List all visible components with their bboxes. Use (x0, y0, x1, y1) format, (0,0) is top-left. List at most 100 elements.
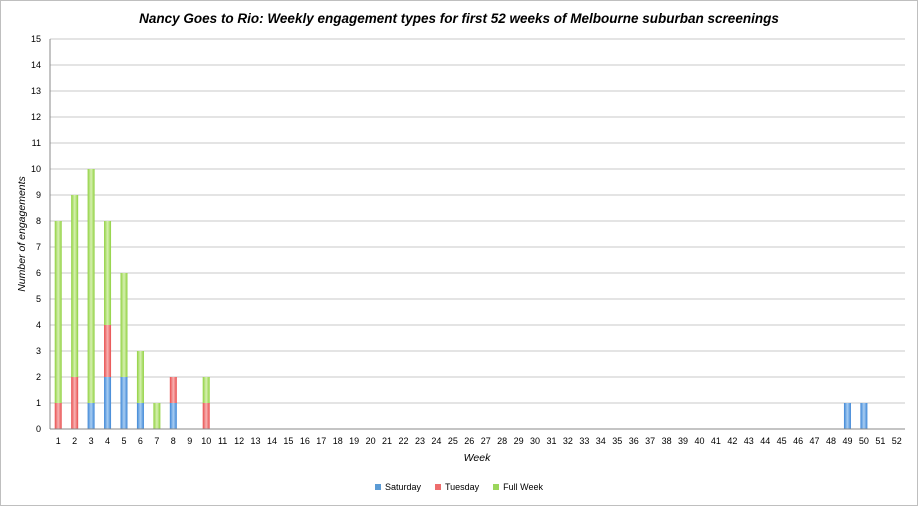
bar-full-week (54, 221, 62, 403)
x-tick-label: 34 (596, 436, 606, 446)
y-tick-label: 7 (36, 242, 41, 252)
bar-full-week (120, 273, 128, 377)
y-tick-label: 0 (36, 424, 41, 434)
x-tick-label: 5 (121, 436, 126, 446)
gridlines (50, 38, 905, 404)
x-tick-label: 8 (171, 436, 176, 446)
bar-tuesday (169, 377, 177, 403)
y-tick-label: 2 (36, 372, 41, 382)
x-tick-label: 11 (218, 436, 227, 446)
x-tick-labels: 1 2 3 4 5 6 7 8 9 10 11 12 13 14 15 16 17 18 19 20 21 22 23 24 2… (56, 436, 902, 446)
y-tick-label: 14 (31, 60, 41, 70)
bar-full-week (71, 195, 79, 377)
x-tick-label: 52 (892, 436, 902, 446)
legend-item: Saturday (374, 482, 421, 492)
x-tick-label: 20 (366, 436, 376, 446)
legend: Saturday Tuesday Full Week (0, 482, 918, 492)
bar-saturday (120, 377, 128, 429)
x-tick-label: 46 (793, 436, 803, 446)
x-tick-label: 49 (842, 436, 852, 446)
x-tick-label: 2 (72, 436, 77, 446)
legend-item: Tuesday (434, 482, 480, 492)
x-tick-label: 16 (300, 436, 310, 446)
bar-full-week (104, 221, 112, 325)
bar-saturday (104, 377, 112, 429)
y-tick-label: 9 (36, 190, 41, 200)
bar-tuesday (202, 403, 210, 429)
legend-swatch (434, 484, 441, 490)
y-tick-label: 6 (36, 268, 41, 278)
x-tick-label: 36 (629, 436, 639, 446)
x-tick-label: 12 (234, 436, 244, 446)
x-tick-label: 4 (105, 436, 110, 446)
bar-full-week (202, 377, 210, 403)
x-tick-label: 33 (579, 436, 589, 446)
x-tick-label: 41 (711, 436, 721, 446)
y-tick-label: 1 (36, 398, 41, 408)
x-axis-title: Week (464, 452, 491, 464)
x-tick-label: 22 (399, 436, 409, 446)
x-tick-label: 27 (481, 436, 491, 446)
y-tick-label: 3 (36, 346, 41, 356)
x-tick-label: 35 (612, 436, 622, 446)
x-tick-label: 26 (464, 436, 474, 446)
x-tick-label: 18 (333, 436, 343, 446)
x-tick-label: 51 (875, 436, 885, 446)
bars (54, 169, 868, 429)
x-tick-label: 47 (810, 436, 820, 446)
x-tick-label: 21 (382, 436, 392, 446)
x-tick-label: 23 (415, 436, 425, 446)
legend-swatch (374, 484, 381, 490)
bar-saturday (860, 403, 868, 429)
bar-saturday (843, 403, 851, 429)
y-tick-label: 5 (36, 294, 41, 304)
bar-tuesday (54, 403, 62, 429)
x-tick-label: 14 (267, 436, 277, 446)
x-tick-label: 17 (316, 436, 326, 446)
x-tick-label: 48 (826, 436, 836, 446)
bar-tuesday (71, 377, 79, 429)
x-tick-label: 38 (662, 436, 672, 446)
x-tick-label: 24 (431, 436, 441, 446)
legend-label: Full Week (503, 482, 544, 492)
x-tick-label: 25 (448, 436, 458, 446)
y-tick-label: 12 (31, 112, 41, 122)
y-tick-label: 4 (36, 320, 41, 330)
legend-item: Full Week (493, 482, 543, 492)
x-tick-label: 10 (201, 436, 211, 446)
x-tick-label: 19 (349, 436, 359, 446)
bar-saturday (169, 403, 177, 429)
y-axis-title: Number of engagements (16, 175, 28, 291)
x-tick-label: 9 (187, 436, 192, 446)
x-tick-label: 50 (859, 436, 869, 446)
legend-label: Saturday (384, 482, 421, 492)
bar-full-week (153, 403, 161, 429)
x-tick-label: 28 (497, 436, 507, 446)
x-tick-label: 1 (56, 436, 61, 446)
x-tick-label: 30 (530, 436, 540, 446)
bar-saturday (136, 403, 144, 429)
x-tick-label: 13 (251, 436, 261, 446)
bar-tuesday (104, 325, 112, 377)
bar-full-week (87, 169, 95, 403)
x-tick-label: 29 (514, 436, 524, 446)
legend-label: Tuesday (444, 482, 480, 492)
bar-full-week (136, 351, 144, 403)
x-tick-label: 39 (678, 436, 688, 446)
legend-swatch (493, 484, 500, 490)
y-tick-label: 13 (31, 86, 41, 96)
y-tick-label: 10 (31, 164, 41, 174)
x-tick-label: 15 (283, 436, 293, 446)
x-tick-label: 6 (138, 436, 143, 446)
x-tick-label: 7 (154, 436, 159, 446)
bar-saturday (87, 403, 95, 429)
x-tick-label: 44 (760, 436, 770, 446)
y-tick-label: 8 (36, 216, 41, 226)
x-tick-label: 37 (645, 436, 655, 446)
x-tick-label: 42 (727, 436, 737, 446)
x-tick-label: 45 (777, 436, 787, 446)
x-tick-label: 3 (89, 436, 94, 446)
x-tick-label: 40 (694, 436, 704, 446)
